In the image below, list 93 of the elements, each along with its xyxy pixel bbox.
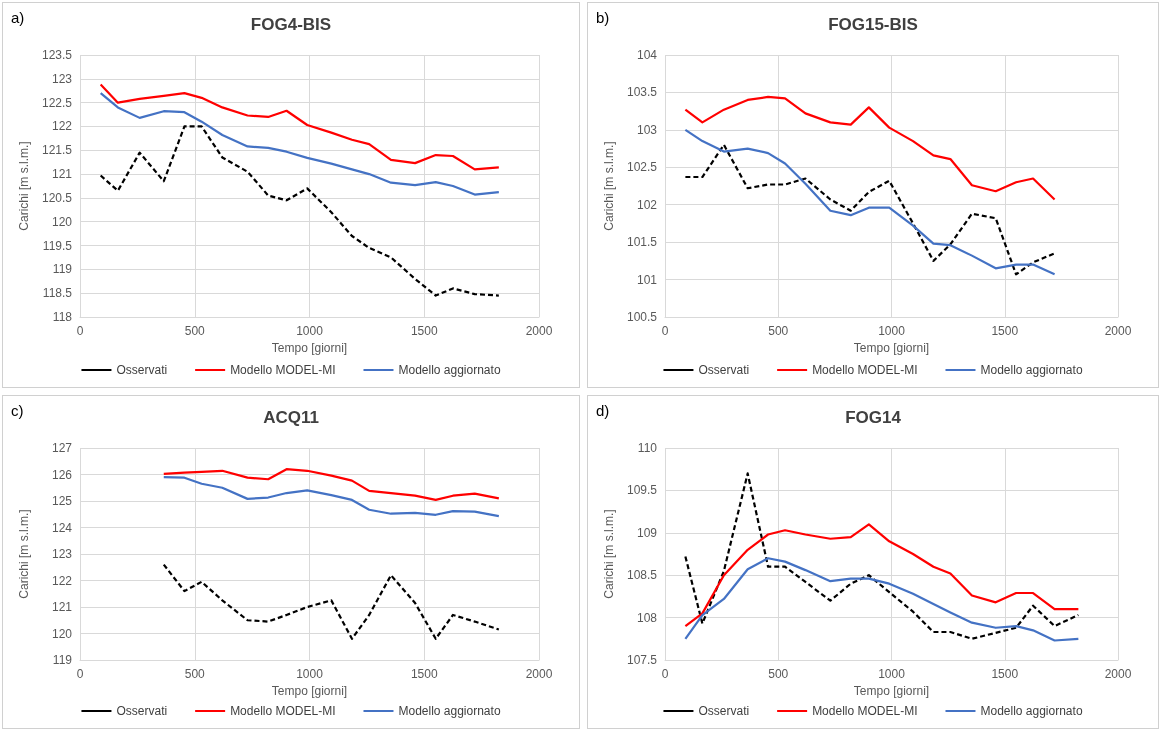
x-tick-label: 500 bbox=[184, 667, 206, 681]
text: d) bbox=[596, 402, 610, 419]
y-tick-label: 122 bbox=[51, 119, 73, 134]
y-tick-label: 108.5 bbox=[626, 568, 658, 583]
y-tick-label: 109.5 bbox=[626, 483, 658, 498]
y-tick-label: 102.5 bbox=[626, 160, 658, 175]
y-tick-label: 126 bbox=[51, 467, 73, 482]
y-tick-label: 123 bbox=[51, 71, 73, 86]
text: b) bbox=[596, 9, 610, 26]
y-tick-label: 108 bbox=[636, 610, 658, 625]
y-tick-label: 101 bbox=[636, 272, 658, 287]
legend-label: Modello aggiornato bbox=[980, 704, 1083, 718]
line-series bbox=[162, 468, 500, 502]
y-tick-label: 123 bbox=[51, 547, 73, 561]
line-series bbox=[684, 472, 1080, 640]
legend-label: Osservati bbox=[698, 704, 750, 718]
legend-label: Modello MODEL-MI bbox=[812, 704, 918, 718]
y-axis-title: Carichi [m s.l.m.] bbox=[602, 509, 616, 599]
legend-label: Modello aggiornato bbox=[980, 363, 1083, 377]
x-tick-label: 2000 bbox=[1104, 324, 1132, 338]
legend-label: Modello MODEL-MI bbox=[812, 363, 918, 377]
legend-label: Osservati bbox=[116, 363, 168, 377]
y-tick-label: 103 bbox=[636, 122, 658, 137]
x-tick-label: 1000 bbox=[878, 667, 906, 681]
y-tick-label: 120 bbox=[51, 626, 73, 641]
y-tick-label: 127 bbox=[51, 441, 73, 455]
y-tick-label: 103.5 bbox=[626, 85, 658, 100]
y-axis-title: Carichi [m s.l.m.] bbox=[17, 141, 31, 231]
line-series bbox=[99, 83, 500, 171]
x-tick-label: 1500 bbox=[991, 667, 1019, 681]
x-tick-label: 2000 bbox=[525, 667, 553, 681]
y-tick-label: 102 bbox=[636, 197, 658, 212]
y-tick-label: 121 bbox=[51, 600, 73, 614]
x-axis-title: Tempo [giorni] bbox=[271, 683, 348, 698]
x-tick-label: 1500 bbox=[410, 324, 438, 338]
chart-title: ACQ11 bbox=[263, 408, 319, 427]
y-tick-label: 100.5 bbox=[626, 310, 658, 324]
y-tick-label: 118.5 bbox=[42, 286, 73, 301]
x-tick-label: 1500 bbox=[991, 324, 1019, 338]
x-axis-title: Tempo [giorni] bbox=[853, 683, 930, 698]
x-tick-label: 500 bbox=[184, 324, 206, 338]
y-tick-label: 121.5 bbox=[41, 143, 73, 158]
y-tick-label: 124 bbox=[51, 520, 73, 535]
y-tick-label: 109 bbox=[636, 525, 658, 540]
y-tick-label: 101.5 bbox=[626, 235, 658, 250]
x-axis-title: Tempo [giorni] bbox=[853, 340, 930, 355]
x-tick-label: 2000 bbox=[525, 324, 553, 338]
x-tick-label: 1000 bbox=[878, 324, 906, 338]
x-tick-label: 500 bbox=[768, 324, 789, 338]
legend-label: Modello MODEL-MI bbox=[230, 704, 336, 718]
legend-label: Modello aggiornato bbox=[398, 363, 501, 377]
line-series bbox=[162, 476, 500, 518]
x-tick-label: 0 bbox=[661, 667, 669, 681]
x-tick-label: 1500 bbox=[410, 667, 438, 681]
y-tick-label: 110 bbox=[637, 441, 658, 455]
y-tick-label: 125 bbox=[51, 494, 73, 508]
legend-label: Modello MODEL-MI bbox=[230, 363, 336, 377]
line-series bbox=[684, 557, 1080, 642]
x-tick-label: 1000 bbox=[296, 324, 324, 338]
y-tick-label: 119 bbox=[52, 262, 73, 277]
y-tick-label: 121 bbox=[51, 167, 73, 182]
legend-label: Modello aggiornato bbox=[398, 704, 501, 718]
line-series bbox=[684, 523, 1080, 628]
y-tick-label: 118 bbox=[52, 310, 73, 324]
x-tick-label: 0 bbox=[76, 324, 84, 338]
chart-title: FOG14 bbox=[845, 408, 902, 427]
chart-title: FOG4-BIS bbox=[250, 15, 332, 34]
y-tick-label: 119 bbox=[52, 653, 73, 667]
text: c) bbox=[11, 402, 24, 419]
line-series bbox=[162, 563, 500, 640]
y-tick-label: 122.5 bbox=[41, 95, 73, 110]
text: a) bbox=[11, 9, 25, 26]
x-tick-label: 2000 bbox=[1104, 667, 1132, 681]
y-tick-label: 120 bbox=[51, 214, 73, 229]
x-axis-title: Tempo [giorni] bbox=[271, 340, 348, 355]
y-tick-label: 119.5 bbox=[42, 238, 73, 253]
x-tick-label: 1000 bbox=[296, 667, 324, 681]
y-tick-label: 120.5 bbox=[41, 190, 73, 205]
y-tick-label: 123.5 bbox=[41, 48, 73, 62]
line-series bbox=[99, 92, 500, 196]
legend-label: Osservati bbox=[698, 363, 750, 377]
y-axis-title: Carichi [m s.l.m.] bbox=[17, 509, 31, 599]
x-tick-label: 500 bbox=[768, 667, 789, 681]
x-tick-label: 0 bbox=[76, 667, 84, 681]
line-series bbox=[684, 95, 1056, 201]
y-tick-label: 122 bbox=[51, 573, 73, 588]
chart-title: FOG15-BIS bbox=[828, 15, 918, 34]
y-tick-label: 107.5 bbox=[626, 653, 658, 667]
x-tick-label: 0 bbox=[661, 324, 669, 338]
legend-label: Osservati bbox=[116, 704, 168, 718]
line-series bbox=[99, 125, 500, 297]
y-axis-title: Carichi [m s.l.m.] bbox=[602, 141, 616, 231]
y-tick-label: 104 bbox=[636, 48, 658, 62]
